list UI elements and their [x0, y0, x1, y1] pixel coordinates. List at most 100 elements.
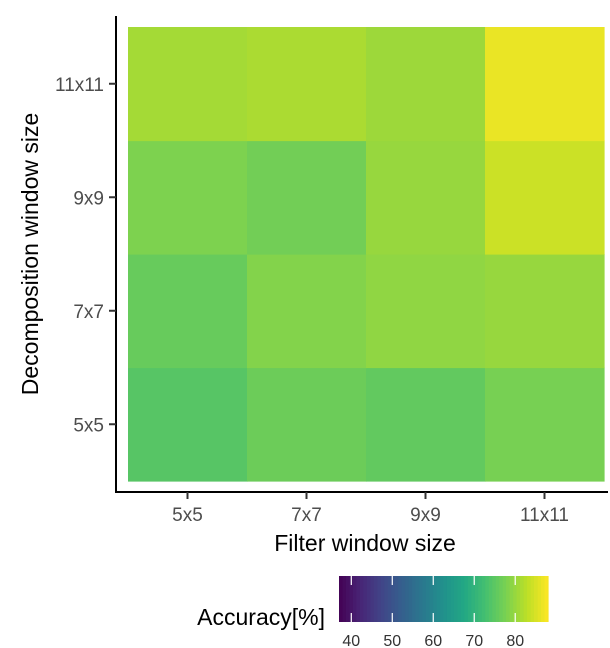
legend-color-step [541, 576, 546, 622]
legend-tick-label: 80 [506, 633, 524, 648]
y-tick-label: 11x11 [55, 75, 104, 96]
legend-color-step [485, 576, 490, 622]
legend-color-step [429, 576, 434, 622]
x-tick-label: 11x11 [520, 505, 569, 526]
legend-color-step [534, 576, 539, 622]
legend-color-step [387, 576, 392, 622]
axes [115, 16, 608, 493]
heatmap-cell-9x9-11x11 [366, 27, 486, 142]
legend-tick-label: 70 [465, 633, 483, 648]
heatmap-cell-5x5-5x5 [128, 367, 248, 482]
legend-color-step [467, 576, 472, 622]
legend-color-step [422, 576, 427, 622]
legend-color-step [436, 576, 441, 622]
legend-color-step [363, 576, 368, 622]
x-tick-label: 9x9 [410, 505, 441, 526]
heatmap-cell-5x5-9x9 [128, 140, 248, 255]
legend-color-step [446, 576, 452, 622]
legend-tick-label: 50 [383, 633, 401, 648]
legend-color-step [349, 576, 354, 622]
legend-color-step [342, 576, 347, 622]
legend-color-step [408, 576, 413, 622]
heatmap-cell-5x5-7x7 [128, 254, 248, 369]
legend-color-step [457, 576, 462, 622]
legend-color-step [450, 576, 455, 622]
heatmap-cell-11x11-11x11 [485, 27, 605, 142]
legend-color-step [339, 576, 344, 622]
legend-tick-label: 40 [342, 633, 360, 648]
legend-color-step [415, 576, 420, 622]
x-tick-label: 5x5 [172, 505, 203, 526]
legend-color-step [405, 576, 410, 622]
legend-color-step [391, 576, 396, 622]
color-legend: Accuracy[%] 40 50 60 70 80 [197, 576, 549, 648]
legend-color-step [544, 576, 549, 622]
y-axis-title: Decomposition window size [17, 113, 43, 396]
y-tick-label: 9x9 [73, 188, 104, 209]
legend-color-step [492, 576, 497, 622]
legend-color-step [356, 576, 361, 622]
legend-color-step [460, 576, 465, 622]
legend-color-step [488, 576, 493, 622]
legend-color-step [433, 576, 438, 622]
heatmap-cell-9x9-7x7 [366, 254, 486, 369]
legend-color-step [530, 576, 535, 622]
legend-color-step [345, 576, 351, 622]
legend-color-step [481, 576, 486, 622]
x-tick-label: 7x7 [291, 505, 322, 526]
x-axis-title: Filter window size [274, 530, 456, 556]
legend-color-step [478, 576, 483, 622]
legend-color-step [513, 576, 518, 622]
legend-color-step [359, 576, 364, 622]
legend-color-step [373, 576, 378, 622]
legend-color-step [426, 576, 431, 622]
heatmap-cell-7x7-7x7 [247, 254, 367, 369]
legend-color-step [370, 576, 375, 622]
legend-color-step [464, 576, 469, 622]
legend-title: Accuracy[%] [197, 604, 325, 630]
legend-color-step [502, 576, 507, 622]
heatmap-cell-11x11-9x9 [485, 140, 605, 255]
legend-color-step [506, 576, 511, 622]
legend-color-step [453, 576, 459, 622]
legend-color-step [394, 576, 399, 622]
legend-color-step [352, 576, 358, 622]
legend-tick-label: 60 [424, 633, 442, 648]
legend-color-step [384, 576, 389, 622]
legend-colorbar [339, 576, 549, 622]
legend-color-step [419, 576, 424, 622]
legend-color-step [537, 576, 542, 622]
legend-color-step [401, 576, 406, 622]
heatmap-cells [128, 27, 605, 482]
legend-color-step [520, 576, 525, 622]
legend-color-step [495, 576, 500, 622]
legend-color-step [412, 576, 417, 622]
heatmap-cell-9x9-5x5 [366, 367, 486, 482]
heatmap-cell-7x7-11x11 [247, 27, 367, 142]
legend-color-step [443, 576, 448, 622]
x-ticks: 5x5 7x7 9x9 11x11 [172, 492, 569, 526]
legend-color-step [499, 576, 504, 622]
heatmap-cell-11x11-5x5 [485, 367, 605, 482]
legend-ticks: 40 50 60 70 80 [342, 576, 524, 648]
legend-color-step [474, 576, 479, 622]
heatmap-cell-5x5-11x11 [128, 27, 248, 142]
heatmap-cell-7x7-5x5 [247, 367, 367, 482]
legend-color-step [527, 576, 532, 622]
legend-color-step [471, 576, 476, 622]
y-tick-label: 7x7 [73, 302, 104, 323]
legend-color-step [523, 576, 528, 622]
heatmap-cell-9x9-9x9 [366, 140, 486, 255]
legend-color-step [516, 576, 521, 622]
legend-color-step [509, 576, 514, 622]
y-ticks: 5x5 7x7 9x9 11x11 [55, 75, 116, 436]
heatmap-cell-11x11-7x7 [485, 254, 605, 369]
legend-color-step [366, 576, 371, 622]
legend-color-step [398, 576, 403, 622]
legend-color-step [440, 576, 445, 622]
legend-color-step [380, 576, 385, 622]
heatmap-cell-7x7-9x9 [247, 140, 367, 255]
y-tick-label: 5x5 [73, 415, 104, 436]
legend-color-step [377, 576, 382, 622]
